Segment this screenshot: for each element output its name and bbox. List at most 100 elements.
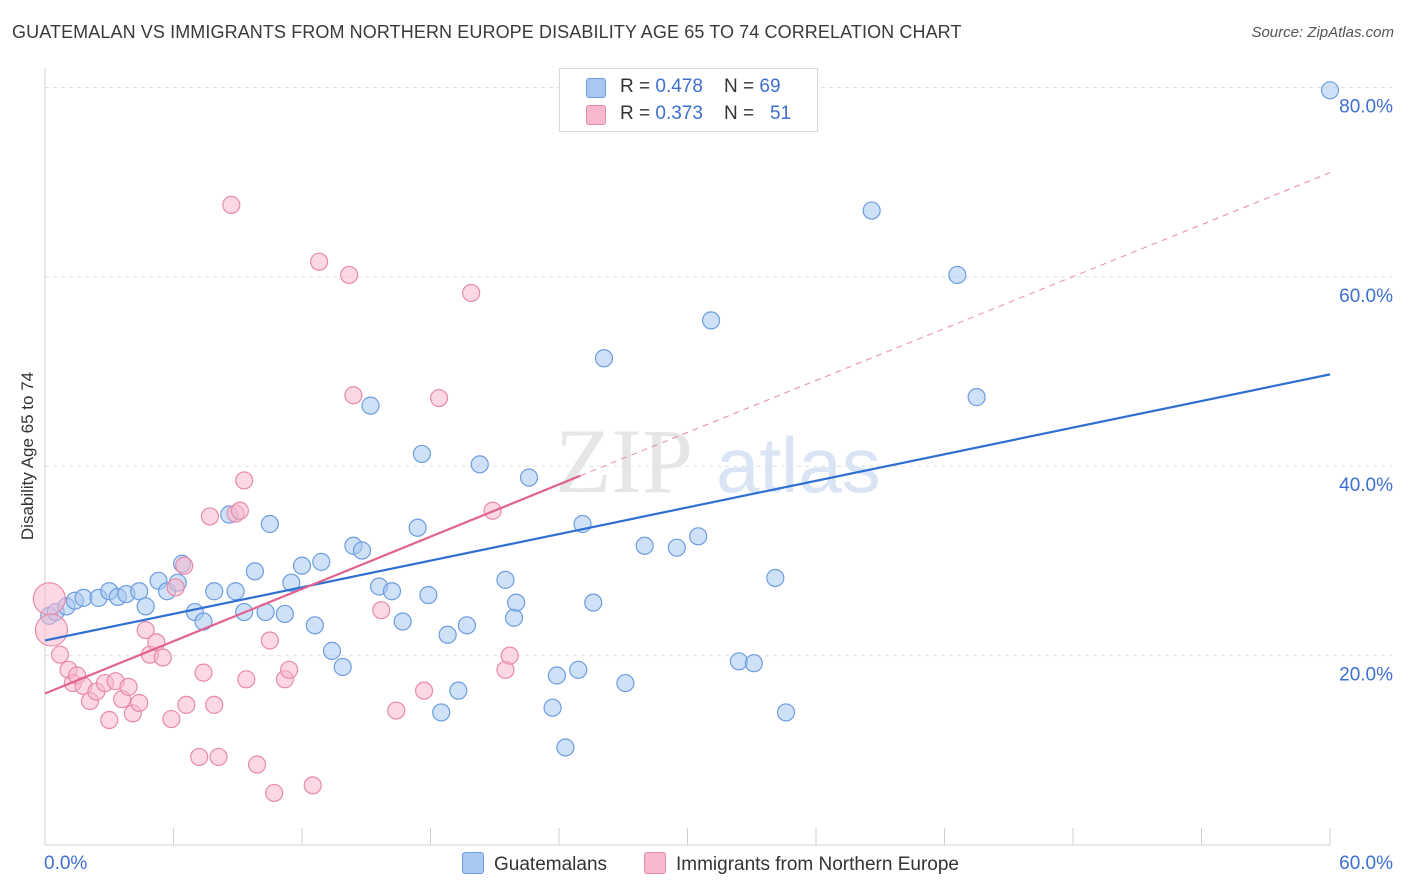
northern-europe-point [235, 471, 254, 490]
guatemalan-point [766, 568, 785, 588]
guatemalan-point [393, 612, 412, 631]
northern-europe-point [344, 386, 363, 405]
guatemalan-point [438, 625, 457, 644]
guatemalan-point [205, 582, 224, 601]
guatemalan-point [361, 396, 380, 415]
bottom-legend-swatch-blue [462, 852, 484, 874]
guatemalan-point [729, 652, 749, 671]
y-axis-label: Disability Age 65 to 74 [18, 371, 37, 541]
legend-n-value: 51 [769, 103, 792, 124]
northern-europe-point [340, 265, 359, 285]
y-tick-label: 80.0% [1339, 96, 1393, 117]
guatemalan-point [419, 585, 438, 605]
guatemalan-point [333, 657, 352, 677]
northern-europe-point [130, 693, 149, 713]
northern-europe-point [205, 695, 224, 714]
guatemalan-point [862, 201, 881, 220]
northern-europe-point [136, 620, 155, 640]
northern-europe-point [177, 695, 196, 714]
legend-r-value: 0.373 [655, 103, 703, 124]
guatemalan-point [504, 608, 524, 627]
guatemalan-point [245, 562, 264, 581]
northern-europe-point [153, 648, 172, 667]
bottom-legend-northern-europe: Immigrants from Northern Europe [644, 852, 959, 876]
bottom-legend-guatemalans: Guatemalans [462, 852, 607, 876]
legend-swatch-pink [586, 105, 606, 125]
guatemalan-point [547, 666, 566, 685]
guatemalan-point [569, 660, 588, 679]
guatemalan-point [519, 468, 539, 487]
northern-europe-point [166, 578, 185, 597]
guatemalan-point [322, 641, 342, 660]
legend-swatch-blue [586, 78, 606, 98]
guatemalan-point [776, 703, 796, 722]
stats-legend: R = 0.478 N = 69 R = 0.373 N = 51 [559, 68, 818, 132]
guatemalan-point [496, 570, 515, 589]
legend-n-label: N = [724, 103, 760, 124]
axes [44, 68, 1331, 846]
chart-title: GUATEMALAN VS IMMIGRANTS FROM NORTHERN E… [12, 22, 962, 42]
guatemalan-point [305, 616, 324, 635]
y-tick-label: 40.0% [1339, 475, 1393, 496]
guatemalan-point [275, 604, 294, 624]
guatemalan-point [594, 349, 614, 368]
chart-source: Source: ZipAtlas.com [1251, 24, 1394, 41]
guatemalan-point [226, 582, 245, 601]
guatemalan-point [701, 311, 721, 330]
guatemalan-point [432, 703, 451, 722]
guatemalan-point [412, 444, 432, 464]
northern-europe-point [50, 645, 70, 664]
northern-europe-point [247, 755, 267, 774]
guatemalan-trend-line [44, 373, 1331, 642]
northern-europe-point [265, 783, 284, 803]
guatemalan-point [382, 582, 402, 601]
legend-n-value: 69 [759, 76, 781, 97]
guatemalan-point [292, 556, 312, 575]
bottom-legend-label: Immigrants from Northern Europe [676, 854, 959, 875]
guatemalan-point [635, 536, 654, 555]
northern-europe-point [280, 660, 299, 679]
data-points [32, 81, 1340, 803]
northern-europe-point [175, 556, 194, 575]
northern-europe-point [34, 613, 69, 647]
northern-europe-point [200, 507, 220, 526]
guatemalan-point [689, 527, 708, 546]
watermark: ZIP atlas [555, 410, 881, 512]
northern-europe-trend-line [44, 474, 581, 695]
watermark-atlas: atlas [716, 421, 881, 509]
guatemalan-point [352, 541, 372, 560]
northern-europe-trend-extension [580, 172, 1331, 477]
guatemalan-point [616, 673, 635, 693]
guatemalan-point [449, 681, 468, 700]
northern-europe-point [194, 663, 213, 682]
northern-europe-point [237, 670, 256, 689]
northern-europe-point [32, 582, 66, 616]
northern-europe-point [303, 776, 322, 795]
northern-europe-point [387, 701, 406, 720]
guatemalan-point [556, 738, 575, 757]
legend-r-value: 0.478 [655, 76, 703, 97]
guatemalan-point [130, 582, 149, 601]
guatemalan-point [136, 597, 155, 616]
northern-europe-point [190, 747, 209, 767]
legend-r-label: R = [620, 76, 656, 97]
northern-europe-point [429, 388, 449, 408]
guatemalan-point [543, 698, 562, 717]
northern-europe-point [222, 195, 241, 214]
guatemalan-point [282, 573, 301, 592]
guatemalan-point [457, 616, 477, 635]
guatemalan-point [667, 538, 686, 557]
northern-europe-point [230, 501, 249, 520]
guatemalan-point [948, 265, 967, 285]
northern-europe-point [414, 681, 434, 700]
bottom-legend-swatch-pink [644, 852, 666, 874]
grid-lines [45, 86, 1392, 657]
watermark-zip: ZIP [555, 410, 693, 512]
guatemalan-point [408, 518, 427, 537]
guatemalan-point [967, 388, 986, 407]
northern-europe-point [119, 677, 138, 696]
x-tick-label: 0.0% [44, 853, 87, 874]
northern-europe-point [500, 646, 519, 665]
y-tick-label: 60.0% [1339, 286, 1393, 307]
